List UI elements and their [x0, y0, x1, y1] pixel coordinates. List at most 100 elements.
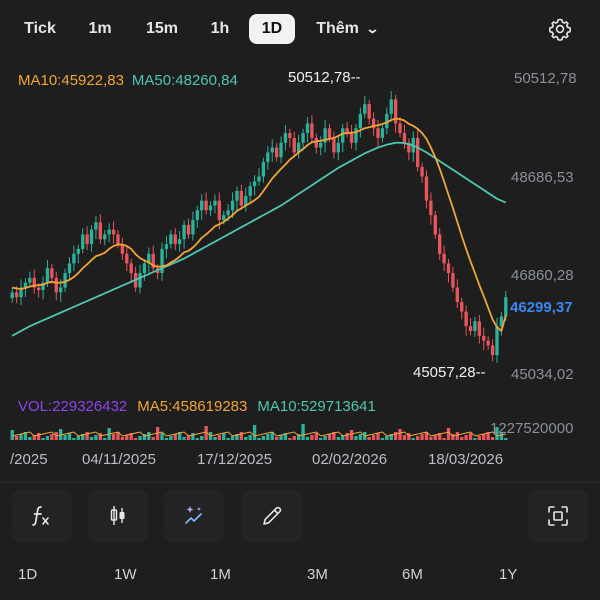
- y-label-3: 46860,28: [511, 267, 574, 284]
- candle-body: [354, 128, 358, 143]
- vol-ma10-legend: MA10:529713641: [257, 398, 376, 415]
- volume-bar: [32, 435, 36, 440]
- candle-body: [358, 113, 363, 129]
- candle-body: [495, 326, 499, 356]
- ma50-legend: MA50:48260,84: [131, 72, 238, 89]
- candle-body: [460, 302, 464, 312]
- range-1w[interactable]: 1W: [114, 566, 137, 583]
- ma50-line: [11, 141, 507, 337]
- range-3m[interactable]: 3M: [307, 566, 328, 583]
- volume-bar: [213, 437, 217, 440]
- volume-bar: [486, 432, 490, 440]
- candle-body: [376, 128, 380, 138]
- candle-body: [138, 273, 142, 288]
- y-label-2: 48686,53: [511, 169, 574, 186]
- candle-body: [151, 253, 155, 269]
- gear-icon[interactable]: [548, 17, 572, 41]
- indicator-button[interactable]: [12, 490, 72, 542]
- volume-bar: [451, 434, 455, 440]
- volume-ma-line: [12, 431, 506, 437]
- candle-body: [257, 176, 261, 182]
- candle-body: [147, 253, 151, 264]
- volume-bar: [455, 432, 459, 440]
- chevron-down-icon: ⌄: [365, 21, 380, 36]
- tab-tick[interactable]: Tick: [24, 20, 56, 37]
- ai-button[interactable]: [164, 490, 224, 542]
- candle-body: [252, 181, 257, 187]
- range-1m[interactable]: 1M: [210, 566, 231, 583]
- candle-body: [239, 191, 244, 206]
- volume-bar: [490, 437, 495, 440]
- candle-body: [266, 152, 270, 163]
- volume-bar: [230, 436, 235, 440]
- candle-body: [217, 200, 222, 220]
- candle-body: [455, 287, 459, 303]
- volume-bar: [226, 438, 230, 440]
- volume-bar: [420, 434, 424, 440]
- candle-body: [222, 215, 226, 220]
- volume-bar: [120, 437, 125, 440]
- x-label-1: /2025: [10, 451, 48, 468]
- range-1d[interactable]: 1D: [18, 566, 38, 583]
- candle-body: [371, 118, 376, 129]
- volume-bar: [81, 434, 85, 440]
- x-label-5: 18/03/2026: [428, 451, 504, 468]
- candle-body: [10, 292, 14, 299]
- volume-bar: [323, 436, 327, 440]
- candle-body: [490, 345, 495, 356]
- draw-button[interactable]: [242, 490, 302, 542]
- volume-bar: [195, 438, 199, 440]
- candle-body: [191, 219, 195, 235]
- tab-1d[interactable]: 1D: [249, 14, 295, 44]
- candle-body: [332, 137, 336, 153]
- range-6m[interactable]: 6M: [402, 566, 423, 583]
- candle-body: [182, 224, 186, 240]
- candle-body: [296, 142, 301, 153]
- volume-bar: [402, 435, 407, 440]
- candle-body: [142, 263, 147, 274]
- volume-axis-label: 1227520000: [490, 420, 574, 437]
- tab-1m[interactable]: 1m: [88, 20, 112, 37]
- volume-bar: [125, 435, 129, 440]
- candle-body: [398, 123, 402, 134]
- candle-body: [67, 263, 72, 274]
- y-label-4: 45034,02: [511, 366, 574, 383]
- candle-body: [200, 200, 204, 211]
- volume-bar: [332, 432, 336, 440]
- price-chart[interactable]: [0, 60, 600, 480]
- range-1y[interactable]: 1Y: [499, 566, 518, 583]
- volume-bar: [327, 434, 332, 440]
- candle-body: [129, 263, 133, 274]
- volume-bar: [177, 432, 182, 440]
- candle-type-button[interactable]: [88, 490, 148, 542]
- candle-body: [235, 191, 239, 201]
- volume-bar: [460, 437, 464, 440]
- fullscreen-button[interactable]: [528, 490, 588, 542]
- volume-bar: [349, 430, 354, 440]
- candle-body: [319, 142, 323, 148]
- more-dropdown[interactable]: Thêm ⌄: [306, 14, 388, 44]
- candle-body: [186, 224, 191, 235]
- volume-bar: [63, 435, 67, 440]
- range-row: 1D 1W 1M 3M 6M 1Y: [0, 566, 600, 590]
- volume-bar: [310, 435, 314, 440]
- ma10-line: [12, 117, 507, 332]
- volume-bar: [182, 437, 186, 440]
- candle-body: [45, 268, 50, 283]
- candle-body: [499, 316, 504, 327]
- candle-body: [28, 277, 32, 283]
- timeframe-bar: Tick 1m 15m 1h 1D Thêm ⌄: [0, 8, 600, 50]
- candle-body: [323, 128, 327, 143]
- volume-bar: [446, 428, 451, 440]
- candle-body: [407, 142, 411, 153]
- candle-body: [336, 142, 341, 153]
- candle-body: [429, 200, 433, 216]
- candle-body: [94, 222, 98, 230]
- volume-bar: [138, 436, 142, 440]
- tab-1h[interactable]: 1h: [210, 20, 230, 37]
- volume-bar: [257, 438, 261, 440]
- volume-bar: [424, 432, 429, 440]
- volume-bar: [389, 434, 393, 440]
- volume-bar: [354, 436, 358, 440]
- tab-15m[interactable]: 15m: [145, 20, 179, 37]
